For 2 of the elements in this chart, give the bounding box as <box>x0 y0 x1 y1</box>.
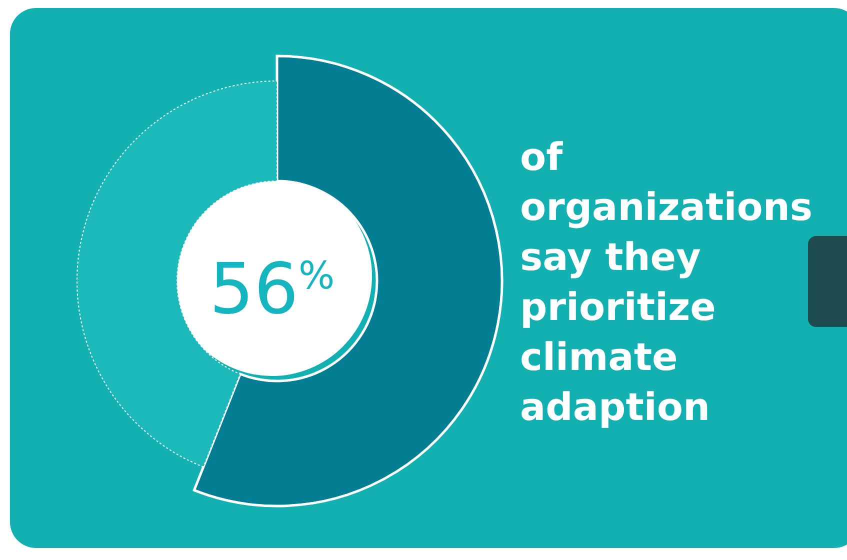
data-label: 56$^{%}$ <box>209 248 335 330</box>
text: of organizations say they prioritize climate adaption <box>520 134 812 431</box>
